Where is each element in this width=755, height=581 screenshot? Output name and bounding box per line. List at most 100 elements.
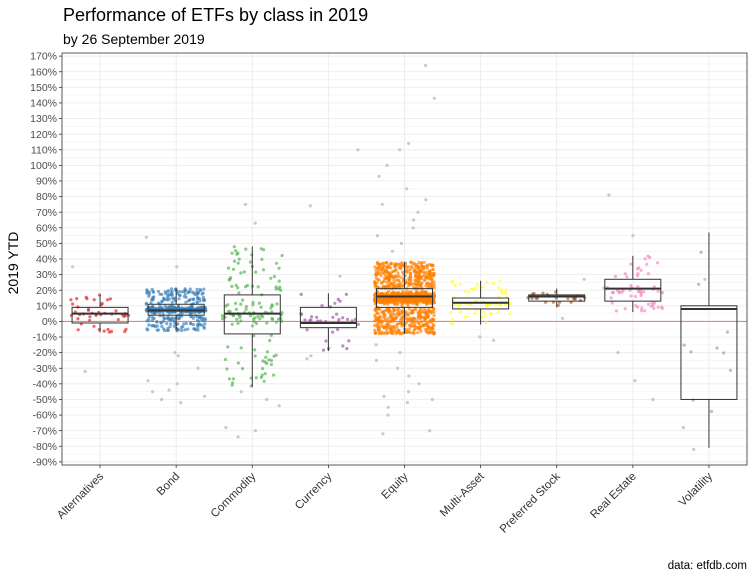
data-point-equity [377,331,381,336]
data-point-multi-asset [459,310,463,314]
data-point-bond [203,318,207,322]
data-point-commodity [271,317,275,322]
data-point-equity [413,267,418,271]
data-point-equity [378,264,382,268]
data-point-multi-asset [453,283,457,288]
data-point-equity [373,328,377,332]
data-point-equity [382,284,386,288]
data-point-equity [380,292,384,296]
data-point-commodity [260,257,264,261]
data-point-commodity [234,307,239,311]
outlier-point [633,379,637,383]
box-volatility [680,305,738,400]
data-point-multi-asset [456,305,460,309]
data-point-commodity [262,379,266,383]
data-point-currency [320,304,324,308]
data-point-equity [410,311,415,315]
outlier-point [83,369,87,373]
data-point-bond [194,328,198,332]
data-point-real-estate [655,261,660,265]
data-point-real-estate [646,272,651,276]
data-point-commodity [256,285,260,289]
data-point-equity [405,317,409,322]
outlier-point [407,374,411,378]
outlier-point [253,221,257,225]
data-point-equity [427,274,431,278]
data-point-equity [416,271,421,275]
outlier-point [305,357,309,361]
data-point-commodity [244,307,248,312]
x-tick-label: Volatility [677,470,715,508]
data-point-bond [150,287,154,291]
data-point-equity [425,301,429,305]
data-point-bond [165,322,169,326]
data-point-alternatives [116,318,120,322]
data-point-commodity [277,266,281,270]
data-point-commodity [267,358,271,362]
data-point-equity [380,262,384,266]
data-point-equity [414,264,419,269]
data-point-alternatives [92,298,96,302]
data-point-equity [390,275,394,279]
data-point-equity [379,324,383,328]
data-point-commodity [251,303,255,307]
data-point-currency [303,318,307,322]
data-point-real-estate [609,296,613,300]
plot-border [61,52,748,466]
data-point-equity [423,317,427,321]
data-point-equity [374,268,378,272]
data-point-preferred-stock [541,291,545,295]
data-point-bond [190,290,194,294]
data-point-commodity [265,321,269,325]
data-point-commodity [236,321,240,325]
data-point-bond [160,300,164,304]
data-point-equity [375,273,379,277]
data-point-bond [195,287,199,291]
data-point-equity [418,327,422,331]
data-point-commodity [237,257,241,261]
data-point-commodity [227,278,231,282]
data-point-equity [395,322,399,326]
data-point-equity [389,261,393,265]
outlier-point [338,274,342,278]
data-point-equity [416,279,420,283]
y-tick-label: 120% [30,129,57,141]
data-point-real-estate [620,290,624,294]
data-point-equity [420,288,424,292]
data-point-bond [159,320,163,325]
data-point-volatility [699,250,703,254]
data-point-real-estate [614,309,619,313]
data-point-equity [397,313,402,317]
outlier-point [607,193,611,197]
outlier-point [651,397,655,402]
data-point-bond [193,310,197,315]
data-point-currency [310,315,314,319]
data-point-equity [406,304,410,308]
data-point-currency [333,301,337,305]
data-point-real-estate [639,293,643,298]
data-point-commodity [235,317,239,321]
data-point-alternatives [69,298,73,302]
data-point-real-estate [656,289,660,293]
y-tick-label: 80% [36,191,57,203]
data-point-currency [341,316,345,320]
data-point-alternatives [86,307,91,311]
data-point-multi-asset [499,303,503,307]
y-tick-label: 150% [30,82,57,94]
outlier-point [416,210,420,214]
data-point-equity [416,292,420,296]
data-point-equity [420,264,424,268]
data-point-real-estate [642,290,646,294]
outlier-point [411,226,415,230]
data-point-bond [203,322,207,326]
outlier-point [144,235,148,239]
outlier-point [417,382,421,386]
data-point-alternatives [88,315,92,319]
data-point-real-estate [633,294,638,298]
data-point-currency [336,327,340,332]
data-point-preferred-stock [530,296,534,300]
outlier-point [398,148,402,152]
x-tick-label: Multi-Asset [438,470,487,519]
data-point-bond [149,301,153,305]
data-point-commodity [279,288,283,292]
